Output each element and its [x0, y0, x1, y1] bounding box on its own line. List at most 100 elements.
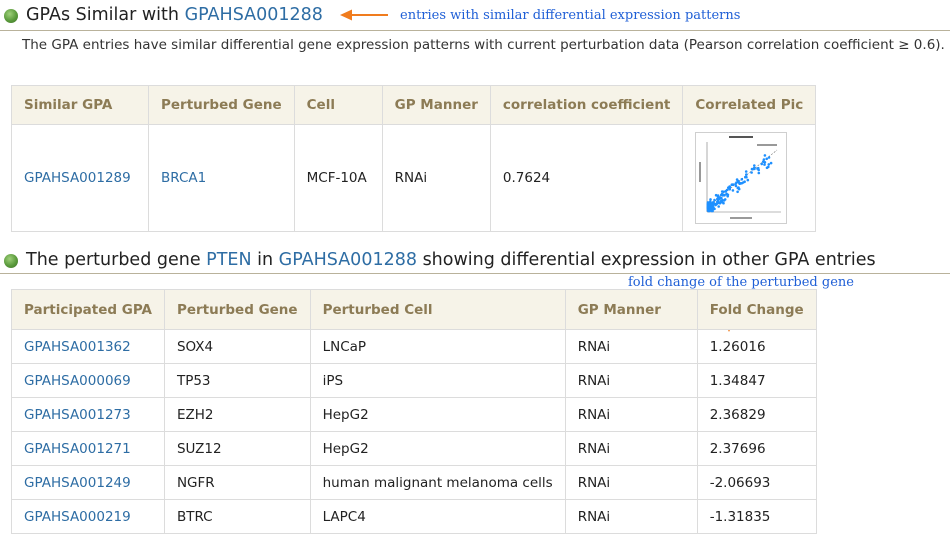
scatter-point	[763, 163, 767, 166]
gene-value: BTRC	[163, 499, 311, 534]
correlation-value: 0.7624	[489, 124, 684, 232]
scatter-point	[753, 166, 756, 170]
scatter-point	[746, 178, 750, 182]
gene-value: NGFR	[163, 465, 311, 500]
scatter-point	[707, 208, 710, 212]
gene-value: EZH2	[163, 397, 311, 432]
scatter-point	[711, 203, 715, 207]
scatter-point	[726, 195, 730, 198]
table-row: GPAHSA001273 EZH2 HepG2 RNAi 2.36829	[11, 397, 817, 432]
gpa-link[interactable]: GPAHSA001271	[11, 431, 165, 466]
scatter-point	[736, 178, 739, 181]
annotation-similar: entries with similar differential expres…	[400, 8, 741, 23]
scatter-point	[723, 199, 726, 202]
scatter-point	[765, 157, 769, 161]
section-description: The GPA entries have similar differentia…	[22, 37, 945, 53]
col-participated-gpa: Participated GPA	[11, 289, 165, 330]
section-title-similar: GPAs Similar with GPAHSA001288	[26, 5, 323, 25]
table-header-row: Participated GPA Perturbed Gene Perturbe…	[11, 289, 817, 330]
gpa-link[interactable]: GPAHSA000069	[11, 363, 165, 398]
annotation-fold-change: fold change of the perturbed gene	[628, 275, 854, 290]
title-gene-link[interactable]: PTEN	[206, 250, 252, 270]
scatter-point	[707, 206, 710, 209]
manner-value: RNAi	[564, 465, 698, 500]
section-divider	[0, 273, 950, 274]
table-row: GPAHSA001289 BRCA1 MCF-10A RNAi 0.7624	[11, 124, 817, 232]
fold-change-value: -2.06693	[696, 465, 817, 500]
col-perturbed-gene: Perturbed Gene	[163, 289, 311, 330]
gene-value: TP53	[163, 363, 311, 398]
title-gpa-link[interactable]: GPAHSA001288	[278, 250, 417, 270]
col-gp-manner: GP Manner	[564, 289, 698, 330]
scatter-point	[737, 180, 741, 184]
scatter-point	[721, 190, 724, 193]
scatter-point	[757, 171, 761, 175]
scatter-point	[767, 163, 771, 166]
scatter-point	[715, 193, 718, 197]
scatter-point	[762, 158, 766, 161]
cell-value: LNCaP	[309, 329, 566, 364]
scatter-point	[731, 189, 735, 192]
scatter-point	[740, 178, 744, 181]
col-correlated-pic: Correlated Pic	[682, 85, 817, 125]
gpa-link[interactable]: GPAHSA000219	[11, 499, 165, 534]
gene-value: SOX4	[163, 329, 311, 364]
scatter-point	[751, 167, 754, 171]
scatter-point	[760, 162, 764, 166]
scatter-point	[739, 182, 743, 185]
table-row: GPAHSA001249 NGFR human malignant melanoma…	[11, 465, 817, 500]
scatter-point	[728, 187, 732, 190]
col-correlation: correlation coefficient	[489, 85, 684, 125]
similar-gpa-table: Similar GPA Perturbed Gene Cell GP Manne…	[11, 85, 817, 232]
arrow-left-icon	[340, 9, 388, 21]
scatter-point	[715, 202, 719, 206]
scatter-point	[720, 193, 723, 197]
table-row: GPAHSA001362 SOX4 LNCaP RNAi 1.26016	[11, 329, 817, 364]
manner-value: RNAi	[381, 124, 491, 232]
scatter-point	[735, 184, 738, 188]
scatter-point	[734, 182, 738, 185]
scatter-point	[710, 206, 714, 209]
col-gp-manner: GP Manner	[381, 85, 491, 125]
title-gpa-link[interactable]: GPAHSA001288	[184, 5, 323, 25]
scatter-point	[716, 197, 719, 201]
scatter-point	[708, 201, 711, 205]
gpa-link[interactable]: GPAHSA001289	[11, 124, 149, 232]
scatter-point	[738, 187, 741, 191]
col-similar-gpa: Similar GPA	[11, 85, 149, 125]
gene-value: SUZ12	[163, 431, 311, 466]
table-row: GPAHSA000069 TP53 iPS RNAi 1.34847	[11, 363, 817, 398]
gpa-link[interactable]: GPAHSA001273	[11, 397, 165, 432]
section-title-perturbed-gene: The perturbed gene PTEN in GPAHSA001288 …	[26, 250, 876, 270]
fold-change-value: 2.37696	[696, 431, 817, 466]
manner-value: RNAi	[564, 397, 698, 432]
scatter-point	[736, 190, 740, 194]
scatter-point	[762, 160, 765, 163]
correlation-scatter-thumbnail[interactable]	[695, 132, 788, 224]
scatter-point	[726, 188, 729, 192]
fold-change-value: 1.26016	[696, 329, 817, 364]
gene-link[interactable]: BRCA1	[148, 124, 295, 232]
section-bullet-icon	[4, 9, 18, 23]
manner-value: RNAi	[564, 329, 698, 364]
table-row: GPAHSA001271 SUZ12 HepG2 RNAi 2.37696	[11, 431, 817, 466]
fold-change-value: -1.31835	[696, 499, 817, 534]
scatter-point	[753, 164, 756, 167]
gpa-link[interactable]: GPAHSA001362	[11, 329, 165, 364]
scatter-point	[766, 166, 769, 170]
manner-value: RNAi	[564, 499, 698, 534]
scatter-point	[763, 154, 767, 157]
scatter-point	[757, 168, 761, 172]
scatter-point	[709, 198, 713, 201]
scatter-point	[745, 170, 748, 173]
cell-value: LAPC4	[309, 499, 566, 534]
table-header-row: Similar GPA Perturbed Gene Cell GP Manne…	[11, 85, 817, 125]
scatter-point	[768, 156, 771, 159]
scatter-point	[732, 183, 735, 186]
scatter-point	[717, 205, 721, 208]
scatter-point	[743, 180, 747, 183]
scatter-point	[744, 175, 747, 179]
table-row: GPAHSA000219 BTRC LAPC4 RNAi -1.31835	[11, 499, 817, 534]
gpa-link[interactable]: GPAHSA001249	[11, 465, 165, 500]
cell-value: iPS	[309, 363, 566, 398]
